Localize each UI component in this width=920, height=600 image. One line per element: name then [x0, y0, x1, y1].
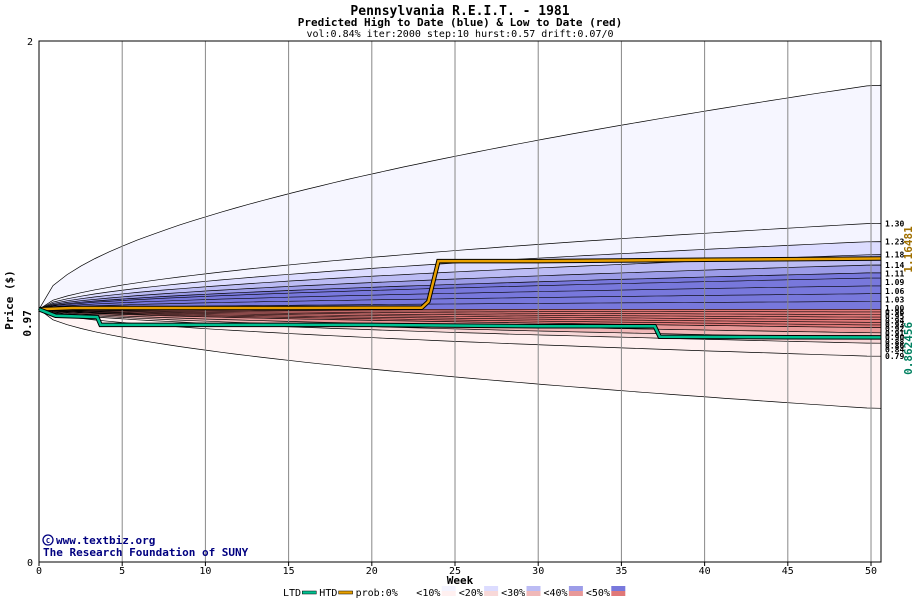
end-label: 1.09 — [885, 278, 904, 287]
end-label: 0.88 — [885, 337, 904, 346]
end-label: 1.30 — [885, 219, 904, 228]
legend-label-2: prob:0% — [356, 588, 398, 599]
end-label: 1.06 — [885, 287, 904, 296]
end-label: 0.90 — [885, 333, 904, 342]
y-tick-label-0: 0 — [27, 558, 33, 569]
legend-label-3: <10% — [416, 588, 440, 599]
legend-swatch-high-6 — [568, 586, 583, 591]
x-tick-label-0: 0 — [36, 566, 42, 577]
legend-label-6: <40% — [544, 588, 568, 599]
legend-swatch-high-5 — [526, 586, 541, 591]
x-tick-label-20: 20 — [366, 566, 378, 577]
low-contour-0 — [38, 309, 881, 326]
low-contour-3 — [38, 309, 881, 318]
high-contour-2 — [38, 293, 881, 310]
series-lines — [38, 256, 882, 340]
credit-line-1: www.textbiz.org — [56, 534, 155, 547]
end-label: 0.91 — [885, 329, 904, 338]
end-label: 1.23 — [885, 238, 904, 247]
legend-swatch-high-2 — [399, 586, 414, 591]
end-label: 1.18 — [885, 251, 904, 260]
x-tick-label-15: 15 — [283, 566, 295, 577]
high-contour-0 — [38, 277, 881, 310]
start-price-label: 0.97 — [21, 310, 34, 337]
x-tick-label-40: 40 — [699, 566, 711, 577]
x-tick-label-10: 10 — [199, 566, 211, 577]
low-contour-1 — [38, 309, 881, 323]
legend-label-4: <20% — [459, 588, 483, 599]
legend-swatch-ltd — [302, 590, 317, 595]
end-label: 0.94 — [885, 316, 904, 325]
legend: LTD HTD prob:0% <10% <20% <30% <40% <50% — [283, 586, 626, 599]
end-label: 1.00 — [885, 304, 904, 313]
legend-swatch-low-7 — [611, 591, 626, 596]
copyright-letter: C — [46, 537, 50, 545]
htd-line — [38, 257, 882, 311]
end-label: 0.92 — [885, 325, 904, 334]
simulation-params: vol:0.84% iter:2000 step:10 hurst:0.57 d… — [306, 29, 613, 40]
ltd-line — [38, 308, 882, 339]
legend-swatch-low-4 — [484, 591, 499, 596]
end-label: 1.03 — [885, 295, 904, 304]
legend-label-1: HTD — [319, 588, 337, 599]
x-tick-label-35: 35 — [615, 566, 627, 577]
legend-swatch-low-6 — [568, 591, 583, 596]
legend-swatch-htd — [338, 590, 353, 595]
x-tick-label-30: 30 — [532, 566, 544, 577]
end-label: 0.96 — [885, 308, 904, 317]
legend-swatch-low-2 — [399, 591, 414, 596]
low-contour-2 — [38, 309, 881, 321]
x-tick-label-25: 25 — [449, 566, 461, 577]
end-label: 0.86 — [885, 342, 904, 351]
end-value-labels: 1.30 1.23 1.181.141.111.091.061.031.000.96… — [885, 219, 904, 361]
credit-line-2: The Research Foundation of SUNY — [43, 546, 249, 559]
axis-ticks: 0 5 10 15 20 25 30 35 40 45 50 0 2 — [27, 37, 877, 577]
chart-title: Pennsylvania R.E.I.T. - 1981 — [350, 4, 569, 19]
legend-swatch-high-7 — [611, 586, 626, 591]
x-tick-label-45: 45 — [782, 566, 794, 577]
legend-label-7: <50% — [586, 588, 610, 599]
grid-lines — [121, 41, 872, 562]
end-label: 0.95 — [885, 312, 904, 321]
low-contour-4 — [38, 309, 881, 315]
high-band-5 — [38, 272, 882, 310]
legend-swatch-high-4 — [484, 586, 499, 591]
ltd-final-value: 0.862456 — [902, 322, 915, 375]
low-contour-5 — [38, 309, 881, 313]
high-contour-1 — [38, 285, 881, 310]
legend-label-0: LTD — [283, 588, 301, 599]
legend-swatch-low-5 — [526, 591, 541, 596]
htd-final-value: 1.16481 — [902, 226, 915, 273]
x-tick-label-50: 50 — [865, 566, 877, 577]
x-axis-label: Week — [447, 574, 474, 587]
end-label: 0.84 — [885, 346, 904, 355]
copyright-icon — [42, 534, 54, 546]
plot-frame — [38, 40, 882, 563]
legend-swatch-high-3 — [441, 586, 456, 591]
y-tick-label-2: 2 — [27, 37, 33, 48]
probability-bands — [37, 84, 882, 409]
end-label: 1.14 — [885, 261, 904, 270]
end-label: 0.93 — [885, 321, 904, 330]
credit: C www.textbiz.org The Research Foundatio… — [42, 534, 249, 559]
end-label: 1.11 — [885, 270, 904, 279]
end-label: 0.79 — [885, 352, 904, 361]
legend-swatch-low-3 — [441, 591, 456, 596]
chart-subtitle: Predicted High to Date (blue) & Low to D… — [298, 16, 623, 29]
legend-label-5: <30% — [501, 588, 525, 599]
x-tick-label-5: 5 — [119, 566, 125, 577]
y-axis-label: Price ($) — [3, 270, 16, 330]
